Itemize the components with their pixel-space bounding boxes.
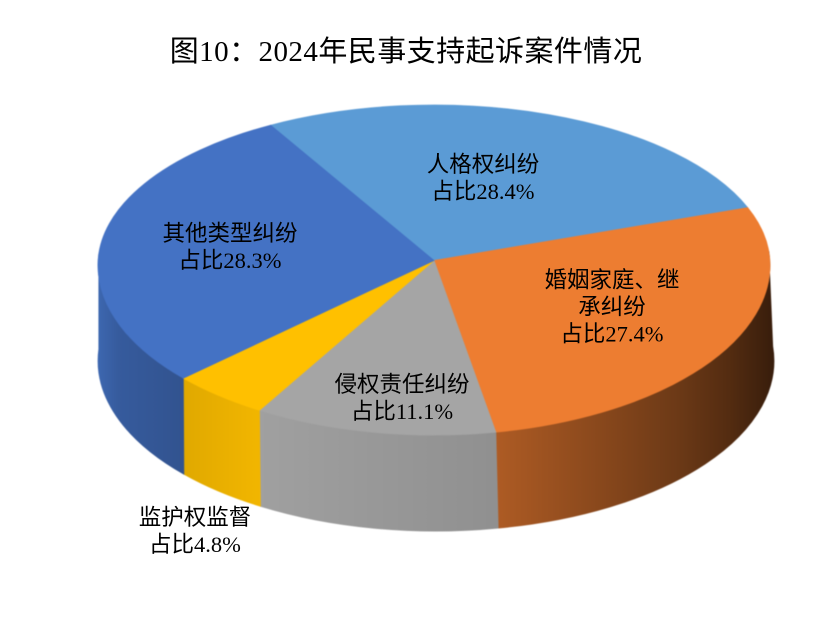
slice-share: 占比27.4% bbox=[560, 321, 664, 347]
chart-title: 图10：2024年民事支持起诉案件情况 bbox=[169, 36, 643, 68]
pie-slice-1 bbox=[433, 207, 771, 433]
slice-label-qinquan-zeren: 侵权责任纠纷 占比11.1% bbox=[334, 371, 469, 425]
slice-label-renge-quan: 人格权纠纷 占比28.4% bbox=[427, 151, 540, 205]
slice-share: 占比28.3% bbox=[178, 248, 282, 273]
slice-name: 承纠纷 bbox=[578, 294, 646, 320]
slice-name: 侵权责任纠纷 bbox=[334, 372, 470, 397]
slice-name: 其他类型纠纷 bbox=[162, 221, 298, 246]
slice-name: 婚姻家庭、继 bbox=[544, 267, 680, 293]
slice-label-hunyin-jiating: 婚姻家庭、继 承纠纷 占比27.4% bbox=[544, 267, 679, 348]
pie-slice-2 bbox=[258, 259, 497, 436]
slice-label-jianhu-quan: 监护权监督 占比4.8% bbox=[139, 504, 252, 558]
slice-name: 监护权监督 bbox=[138, 505, 252, 530]
pie-slice-0 bbox=[269, 104, 749, 261]
slice-share: 占比28.4% bbox=[431, 179, 535, 204]
slice-share: 占比4.8% bbox=[149, 532, 241, 557]
slice-name: 人格权纠纷 bbox=[426, 152, 540, 177]
slice-share: 占比11.1% bbox=[350, 399, 454, 424]
pie-slice-4 bbox=[97, 124, 435, 379]
slice-label-qita-leixing: 其他类型纠纷 占比28.3% bbox=[162, 220, 297, 274]
